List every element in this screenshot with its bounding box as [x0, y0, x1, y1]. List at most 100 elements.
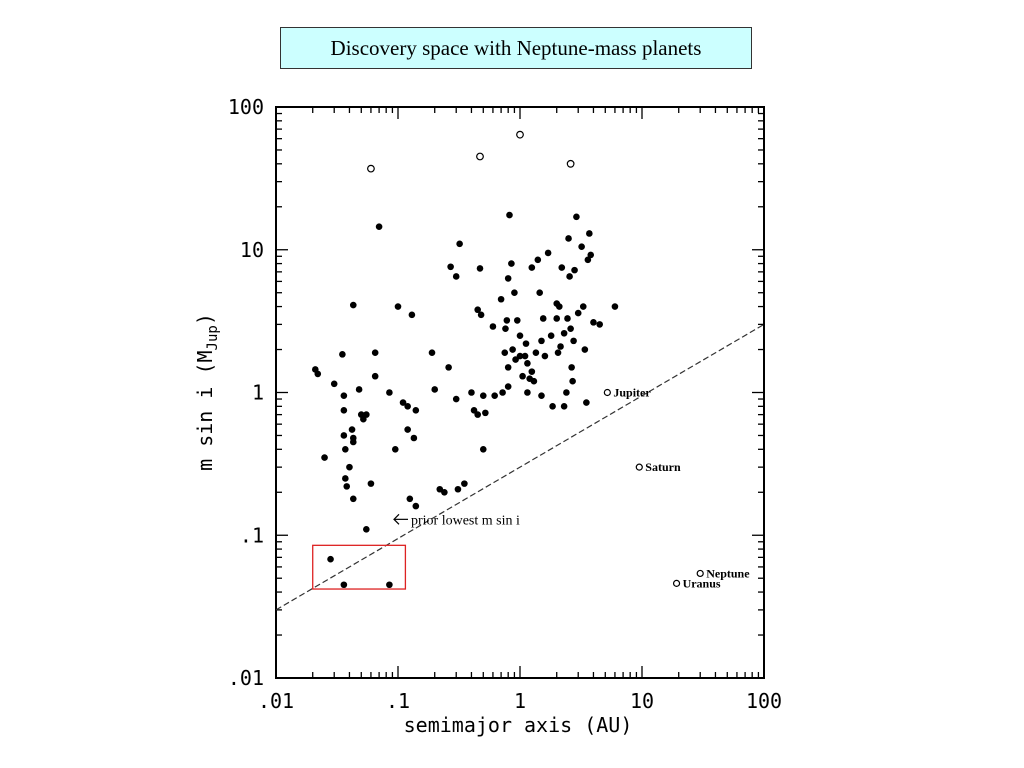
data-point: [349, 438, 357, 446]
data-point: [491, 392, 498, 399]
data-point: [461, 480, 468, 487]
data-point: [477, 311, 485, 319]
data-point: [340, 407, 348, 414]
data-point: [569, 377, 576, 385]
planet-marker: [635, 463, 643, 471]
data-point: [508, 260, 515, 267]
highlight-box-layer: [312, 544, 407, 590]
data-point: [456, 240, 463, 248]
data-point: [511, 289, 518, 297]
data-point: [553, 315, 561, 322]
data-point: [566, 273, 573, 280]
data-point: [343, 483, 351, 490]
planet-label: Neptune: [706, 566, 750, 580]
y-axis-label: m sin i (MJup): [193, 313, 221, 471]
y-tick-label: 10: [240, 238, 264, 262]
data-point: [404, 403, 411, 410]
annotation-text: prior lowest m sin i: [411, 513, 520, 528]
data-point: [479, 392, 487, 399]
data-point: [367, 480, 375, 487]
data-point: [524, 389, 531, 396]
data-point: [522, 340, 530, 347]
data-point: [504, 364, 512, 371]
data-point: [501, 349, 509, 357]
planet-label: Jupiter: [613, 386, 651, 400]
highlight-box: [312, 544, 407, 590]
x-tick-label: 10: [630, 689, 654, 713]
data-point: [512, 356, 519, 363]
data-point: [516, 352, 524, 360]
data-point: [549, 403, 556, 410]
data-point: [386, 581, 393, 589]
data-point: [470, 407, 478, 414]
y-tick-label: 100: [228, 95, 264, 119]
data-point: [556, 303, 563, 310]
data-point: [581, 346, 589, 353]
planet-marker: [672, 579, 681, 587]
data-point: [509, 346, 516, 353]
data-point: [564, 315, 571, 322]
y-tick-label: .1: [240, 523, 264, 547]
data-point: [578, 243, 585, 251]
data-point: [583, 399, 590, 406]
data-point: [468, 389, 475, 396]
data-point: [506, 211, 513, 219]
data-point: [528, 264, 536, 271]
data-point: [519, 372, 526, 380]
data-point: [573, 213, 580, 221]
y-axis-label-close: ): [193, 313, 217, 325]
data-point: [410, 434, 418, 442]
data-point: [567, 325, 574, 332]
axis-ticks: [275, 107, 764, 679]
data-point: [394, 303, 402, 310]
data-point: [474, 411, 481, 418]
data-point: [528, 368, 536, 375]
data-point: [321, 454, 328, 461]
data-point: [348, 426, 356, 433]
data-point: [586, 230, 593, 237]
annotation-arrow-head: [393, 513, 400, 525]
data-point: [538, 337, 545, 345]
data-point: [404, 426, 411, 433]
data-point: [513, 317, 521, 324]
annotations: prior lowest m sin i: [393, 513, 520, 528]
data-point: [428, 349, 436, 357]
planet-marker: [603, 388, 611, 397]
data-point: [587, 251, 595, 259]
data-point: [441, 488, 448, 496]
data-point: [349, 495, 357, 503]
x-tick-label: .01: [258, 689, 294, 713]
data-point: [339, 351, 346, 358]
data-point: [474, 306, 481, 314]
data-point: [521, 352, 529, 360]
data-point: [330, 380, 338, 388]
data-point: [538, 392, 545, 399]
data-point: [355, 386, 363, 393]
planet-marker: [696, 569, 704, 578]
data-point: [452, 273, 460, 280]
data-point: [447, 263, 454, 271]
y-tick-label: .01: [228, 666, 264, 690]
data-point: [371, 372, 379, 380]
data-point: [579, 303, 587, 310]
data-point-open: [516, 130, 524, 139]
data-point: [560, 403, 568, 410]
y-axis-label-main: m sin i (M: [193, 350, 217, 470]
threshold-line-layer: [275, 323, 765, 611]
data-point: [554, 349, 562, 357]
data-point: [611, 303, 619, 310]
data-point: [412, 502, 420, 510]
data-point: [574, 309, 582, 317]
data-point: [431, 386, 439, 393]
data-point: [568, 364, 575, 371]
data-point: [563, 389, 570, 396]
data-point: [479, 446, 487, 453]
data-point: [408, 311, 416, 319]
data-point: [502, 325, 509, 332]
svg-text:m sin i (MJup): m sin i (MJup): [193, 313, 221, 471]
data-point-open: [476, 152, 484, 161]
data-point: [342, 475, 349, 482]
data-point: [476, 265, 484, 272]
data-point: [570, 337, 577, 345]
